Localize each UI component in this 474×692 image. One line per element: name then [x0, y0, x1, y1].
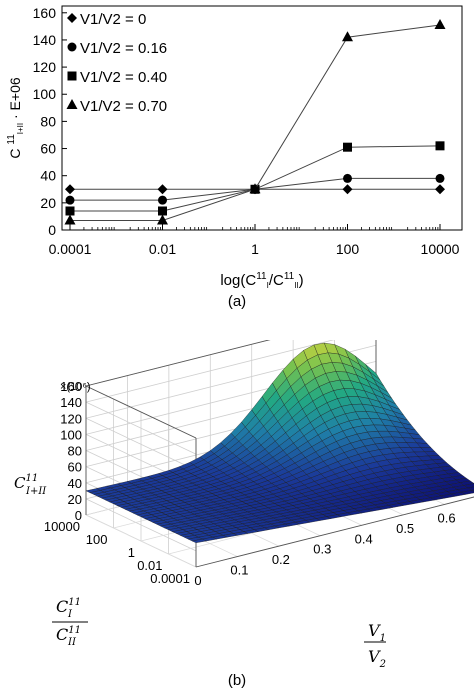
triangle-marker: [157, 214, 168, 225]
volume-tick-label-b: 0.5: [396, 521, 414, 536]
circle-marker: [158, 195, 167, 205]
square-marker: [67, 71, 77, 81]
y-tick-label-a: 160: [33, 5, 57, 21]
panel-label-a: (a): [228, 293, 246, 310]
z-tick-label-b: 80: [68, 444, 82, 459]
triangle-marker: [342, 31, 353, 42]
grid-line-b: [85, 340, 335, 403]
triangle-marker: [434, 19, 446, 30]
svg-text:C11II: C11 II: [56, 625, 81, 648]
volume-tick-label-b: 0.4: [355, 531, 373, 546]
legend-label: V1/V2 = 0.16: [80, 40, 167, 57]
legend-entry: V1/V2 = 0.40: [67, 69, 167, 86]
svg-text:V1: V1: [368, 621, 386, 644]
x-axis-label-a: log(C11I/C11II): [220, 271, 303, 290]
z-tick-label-b: 0: [75, 508, 82, 523]
y-tick-label-a: 20: [40, 195, 56, 211]
square-marker: [343, 142, 352, 152]
ratio-tick-label-b: 1: [128, 545, 135, 560]
x-tick-label-a: 1: [251, 241, 259, 257]
axis-edge-b: [85, 340, 271, 387]
square-marker: [158, 206, 167, 216]
y-tick-label-a: 80: [40, 113, 56, 129]
legend-label: V1/V2 = 0.40: [80, 69, 167, 86]
z-tick-label-b: 100: [60, 427, 82, 442]
x-tick-label-a: 100: [336, 241, 360, 257]
y-axis-label-a: C 11I+II · E+06: [6, 77, 25, 158]
chart-b: 0204060801001201401601000010010.010.0001…: [14, 340, 474, 689]
svg-text:C11I: C11 I: [56, 597, 81, 620]
square-marker: [65, 206, 75, 216]
ratio-axis-label-b: C11 I C11 II: [52, 597, 88, 648]
z-tick-label-b: 160: [60, 379, 82, 394]
triangle-marker: [64, 214, 76, 225]
y-tick-label-a: 60: [40, 141, 56, 157]
diamond-marker: [342, 184, 353, 195]
panel-label-b: (b): [228, 672, 246, 689]
legend-entry: V1/V2 = 0: [67, 11, 146, 28]
axis-edge-b: [195, 496, 474, 568]
triangle-marker: [249, 183, 261, 194]
ratio-tick-label-b: 0.01: [137, 558, 162, 573]
circle-marker: [67, 42, 77, 52]
chart-a: 0 20 40 60 80 100 120 140 160 0.0001 0.01 1 100 1000…: [6, 5, 463, 310]
legend-entry: V1/V2 = 0.70: [66, 98, 167, 115]
y-tick-label-a: 0: [48, 222, 56, 238]
volume-tick-label-b: 0.3: [313, 542, 331, 557]
volume-tick-label-b: 0: [194, 573, 201, 588]
volume-tick-label-b: 0.2: [272, 552, 290, 567]
y-tick-label-a: 120: [33, 59, 57, 75]
diamond-marker: [67, 13, 77, 23]
axis-edge-b: [85, 385, 197, 439]
square-marker: [435, 141, 445, 151]
diamond-marker: [65, 184, 75, 195]
volume-tick-label-b: 0.1: [230, 563, 248, 578]
volume-axis-label-b: V1 V2: [364, 621, 386, 670]
z-tick-label-b: 60: [68, 460, 82, 475]
x-tick-label-a: 10000: [421, 241, 460, 257]
legend-label: V1/V2 = 0: [80, 11, 146, 28]
ratio-tick-label-b: 10000: [44, 519, 80, 534]
surface-patch: [191, 538, 207, 543]
diamond-marker: [435, 184, 445, 195]
z-tick-label-b: 20: [68, 492, 82, 507]
volume-tick-label-b: 0.6: [438, 510, 456, 525]
legend-entry: V1/V2 = 0.16: [67, 40, 167, 57]
x-tick-label-a: 0.0001: [49, 241, 92, 257]
svg-text:V2: V2: [368, 647, 386, 670]
z-tick-label-b: 120: [60, 411, 82, 426]
plot-area-a: [61, 5, 463, 231]
diamond-marker: [157, 184, 168, 195]
y-tick-label-a: 40: [40, 168, 56, 184]
z-tick-label-b: 140: [60, 395, 82, 410]
circle-marker: [435, 173, 445, 183]
circle-marker: [65, 195, 75, 205]
ratio-tick-label-b: 100: [86, 532, 108, 547]
x-tick-label-a: 0.01: [149, 241, 176, 257]
triangle-marker: [66, 99, 78, 109]
scale-note-b: ×(10⁶): [60, 381, 91, 393]
z-axis-label-b: C11 I+II: [14, 473, 47, 497]
ratio-tick-label-b: 0.0001: [150, 571, 190, 586]
y-tick-label-a: 100: [33, 86, 57, 102]
series-3: [64, 19, 446, 225]
legend-label: V1/V2 = 0.70: [80, 98, 167, 115]
circle-marker: [343, 173, 352, 183]
z-tick-label-b: 40: [68, 476, 82, 491]
y-tick-label-a: 140: [33, 32, 57, 48]
